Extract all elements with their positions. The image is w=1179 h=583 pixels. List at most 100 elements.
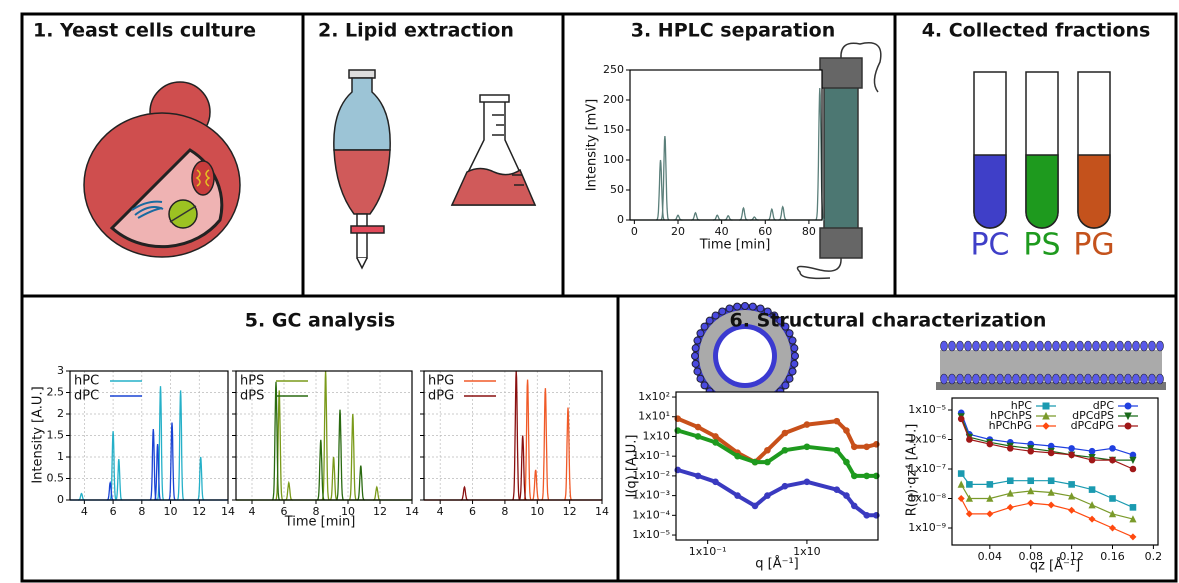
fraction-label: PG [1073, 228, 1114, 263]
x-axis-label: Time [min] [284, 515, 356, 530]
marker [695, 424, 701, 430]
x-tick-label: 8 [501, 505, 508, 518]
marker [851, 503, 857, 509]
x-tick-label: 12 [373, 505, 387, 518]
marker [1110, 457, 1116, 463]
y-tick-label: 1 [57, 450, 64, 463]
plot: 46810121400.511.522.53hPCdPC [47, 364, 236, 518]
marker [851, 444, 857, 450]
lipid-head [957, 374, 964, 384]
stopper [349, 70, 375, 78]
y-tick-label: 2 [57, 407, 64, 420]
vesicle-core [718, 329, 772, 383]
membrane-illustration [936, 341, 1166, 390]
lipid-head [692, 360, 699, 367]
legend-label: dPS [240, 389, 264, 404]
funnel-bottom [334, 150, 390, 214]
x-tick-label: 0.2 [1145, 550, 1163, 563]
y-axis-label: R(q)·qz⁴ [A.U.] [905, 424, 920, 517]
marker [844, 428, 850, 434]
marker [765, 493, 771, 499]
lipid-head [941, 341, 948, 351]
x-tick-label: 8 [138, 505, 145, 518]
lipid-head [1005, 341, 1012, 351]
lipid-head [1037, 341, 1044, 351]
lipid-head [1157, 341, 1164, 351]
y-axis-label: I(q) [A.U.] [625, 435, 640, 498]
marker [1007, 478, 1013, 484]
tube-liquid [1078, 155, 1110, 228]
lipid-head [701, 323, 708, 330]
legend-label: hPS [240, 374, 264, 389]
lipid-head [1061, 374, 1068, 384]
column [824, 80, 858, 240]
lipid-head [989, 341, 996, 351]
fraction-label: PC [970, 228, 1009, 263]
lipid-head [1077, 341, 1084, 351]
lipid-head [712, 312, 719, 319]
x-tick-label: 0.04 [978, 550, 1003, 563]
lipid-head [949, 341, 956, 351]
lipid-head [1117, 374, 1124, 384]
marker [844, 459, 850, 465]
y-tick-label: 3 [57, 364, 64, 377]
marker [1028, 448, 1034, 454]
lipid-head [1013, 374, 1020, 384]
marker [804, 444, 810, 450]
x-axis-label: q [Å⁻¹] [755, 556, 799, 572]
lipid-head [1109, 374, 1116, 384]
flask-liquid [452, 169, 535, 206]
marker [834, 487, 840, 493]
marker [1043, 403, 1049, 409]
lipid-head [1141, 374, 1148, 384]
tube-liquid [974, 155, 1006, 228]
lipid-head [1157, 374, 1164, 384]
x-tick-label: 4 [81, 505, 88, 518]
x-tick-label: 1x10⁻¹ [689, 545, 727, 558]
marker [804, 479, 810, 485]
lipid-head [786, 375, 793, 382]
marker [834, 447, 840, 453]
lipid-head [1029, 374, 1036, 384]
legend-label: dPCdPG [1071, 419, 1114, 432]
cap-bottom [820, 228, 862, 258]
lipid-head [965, 341, 972, 351]
lipid-head [1109, 341, 1116, 351]
lipid-head [692, 345, 699, 352]
lipid-head [981, 341, 988, 351]
stem [357, 214, 367, 258]
funnel-top [334, 78, 390, 150]
x-tick-label: 10 [164, 505, 178, 518]
y-tick-label: 1x10⁻⁵ [908, 403, 946, 416]
mitochondrion [192, 161, 214, 195]
lipid-head [692, 353, 699, 360]
marker [735, 493, 741, 499]
lipid-head [1085, 374, 1092, 384]
lipid-head [1149, 374, 1156, 384]
marker [1028, 478, 1034, 484]
plot: 020406080050100150200250 [603, 63, 824, 238]
x-tick-label: 6 [469, 505, 476, 518]
marker [1069, 446, 1075, 452]
lipid-head [989, 374, 996, 384]
marker [967, 437, 973, 443]
panel-title: 3. HPLC separation [631, 20, 836, 42]
marker [1130, 505, 1136, 511]
lipid-head [701, 382, 708, 389]
legend-label: hPChPG [989, 419, 1032, 432]
lipid-head [973, 374, 980, 384]
lipid-head [1117, 341, 1124, 351]
y-tick-label: 250 [603, 63, 624, 76]
x-tick-label: 40 [715, 225, 729, 238]
lipid-head [1149, 341, 1156, 351]
legend-label: hPG [428, 374, 454, 389]
substrate [936, 382, 1166, 390]
x-tick-label: 0.16 [1100, 550, 1125, 563]
plot: 468101214hPGdPG [420, 371, 609, 518]
x-tick-label: 14 [221, 505, 235, 518]
lipid-head [694, 368, 701, 375]
lipid-head [1029, 341, 1036, 351]
marker [1125, 403, 1131, 409]
y-tick-label: 0 [57, 493, 64, 506]
lipid-head [1093, 374, 1100, 384]
